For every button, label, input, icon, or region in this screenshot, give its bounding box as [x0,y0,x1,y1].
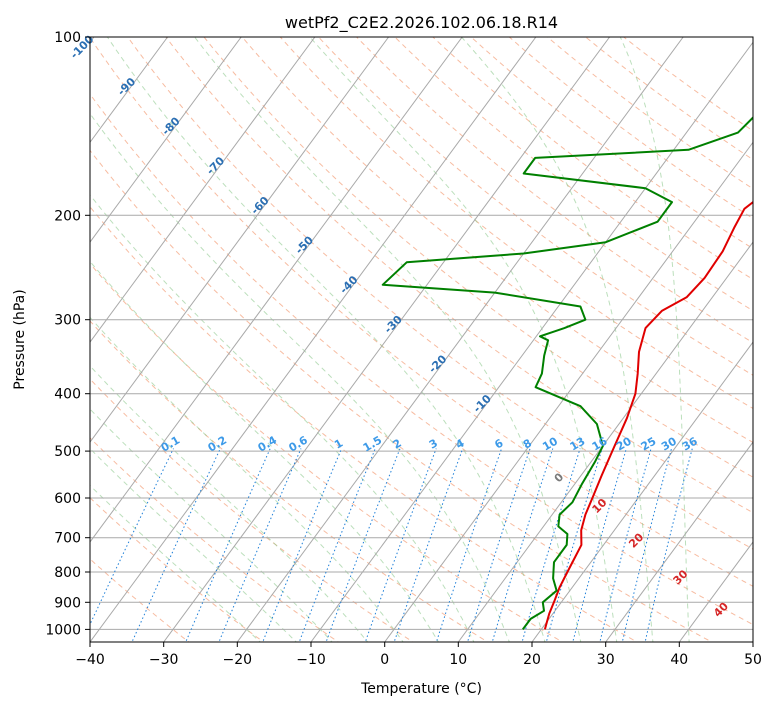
isotherm [310,41,753,642]
mixing-ratio-line [572,448,627,642]
chart-title: wetPf2_C2E2.2026.102.06.18.R14 [285,13,558,33]
mixing-ratio-line [325,448,401,642]
moist-adiabat [90,447,298,642]
isotherm [531,341,753,642]
isotherm [163,37,611,642]
moist-adiabat [106,37,546,642]
moist-adiabat [461,37,654,642]
x-tick-label: −40 [75,652,105,668]
isotherm [90,37,463,543]
x-tick-label: −20 [223,652,253,668]
dry-adiabat [241,37,753,444]
dry-adiabat [90,149,713,642]
moist-adiabat [90,316,404,642]
isotherm [384,141,753,642]
dry-adiabat [127,37,753,550]
moist-adiabat [90,484,261,642]
mixing-ratio-line [491,448,554,642]
mixing-ratio-line [599,448,652,642]
x-tick-label: −10 [296,652,326,668]
y-tick-label: 100 [54,30,81,46]
y-tick-label: 1000 [45,622,81,638]
mixing-ratio-line [621,448,672,642]
isotherm [90,37,537,642]
x-tick-label: 30 [597,652,615,668]
y-tick-label: 600 [54,491,81,507]
mixing-ratio-line [90,448,174,626]
y-tick-label: 900 [54,595,81,611]
x-tick-label: 10 [449,652,467,668]
dewpoint-profile-line [381,116,753,630]
x-tick-label: 40 [670,652,688,668]
axes-layer: −40 −30 −20 −10 0 10 20 30 40 50 1000 900 800 700 600 5… [45,30,762,668]
mixing-ratio-line [466,448,531,642]
y-tick-label: 300 [54,313,81,329]
plot-layer [90,37,753,642]
mixing-ratio-line [364,448,437,642]
x-tick-label: 20 [523,652,541,668]
isotherm [90,37,390,443]
y-tick-label: 500 [54,444,81,460]
isotherm [90,37,242,243]
mixing-ratio-line [521,448,581,642]
x-tick-label: 0 [380,652,389,668]
isotherm [90,37,316,343]
y-tick-label: 400 [54,387,81,403]
temperature-profile-line [543,200,753,630]
dry-adiabat [317,37,753,376]
isotherm [236,37,684,642]
isotherm [90,37,169,144]
dry-adiabat [90,320,489,642]
y-axis-label: Pressure (hPa) [12,289,28,389]
mixing-ratio-line [393,448,464,642]
isotherm [605,441,753,642]
x-axis-label: Temperature (°C) [360,681,482,697]
mixing-ratio-line [185,448,271,642]
x-tick-label: −30 [149,652,179,668]
moist-adiabat [309,37,618,642]
y-tick-label: 800 [54,565,81,581]
isotherm [457,241,753,642]
x-tick-label: 50 [744,652,762,668]
moist-adiabat [90,260,440,642]
moist-adiabat [619,37,690,642]
mixing-ratio-line [644,448,693,642]
mixing-ratio-line [298,448,376,642]
mixing-ratio-line [545,448,603,642]
dry-adiabat [165,37,753,514]
mixing-ratio-line [435,448,503,642]
plot-frame [89,36,754,643]
y-tick-label: 700 [54,531,81,547]
y-tick-label: 200 [54,208,81,224]
dry-adiabat [394,37,753,312]
